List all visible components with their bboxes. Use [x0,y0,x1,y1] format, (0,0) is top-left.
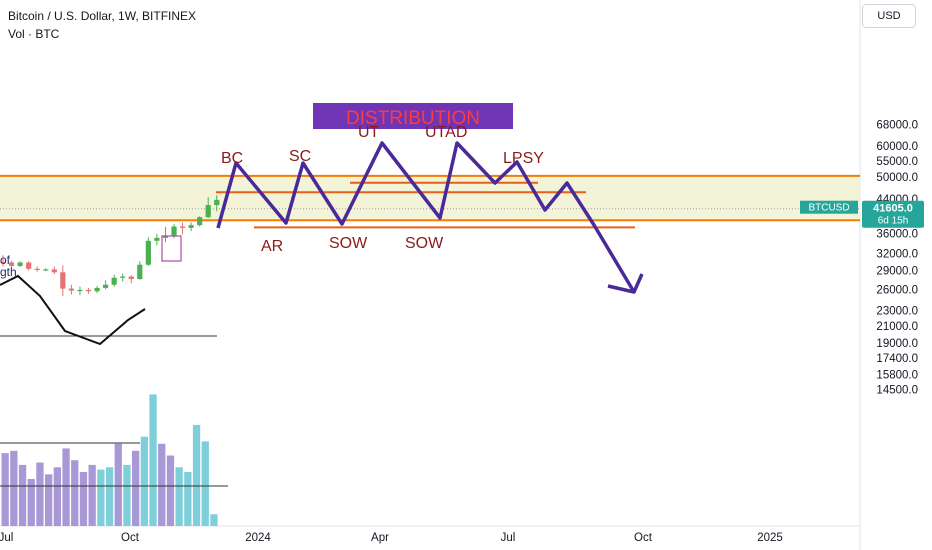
volume-indicator-label: Vol · BTC [8,27,60,41]
y-tick-label: 15800.0 [876,370,918,382]
swing-path [0,274,146,346]
volume-bar [184,471,192,526]
last-price-tag [862,200,924,228]
candle-body [197,217,203,226]
volume-bar [175,467,183,526]
x-tick-label: 2025 [757,532,783,544]
volume-bar [10,450,18,526]
candle-body [68,288,74,291]
y-tick-label: 23000.0 [876,305,918,317]
candle-body [145,240,151,265]
candle-body [137,264,143,280]
y-tick-label: 14500.0 [876,384,918,396]
volume-bar [88,464,96,526]
candle-body [154,237,160,241]
candle-body [26,262,32,269]
volume-bar [132,450,140,526]
candle-body [188,225,194,228]
candle-body [8,262,15,266]
candle-body [214,199,220,206]
volume-bar [18,464,27,526]
wyckoff-label-ar: AR [261,238,283,255]
x-tick-label: Oct [121,532,140,544]
x-tick-label: Oct [634,532,653,544]
symbol-tag-label: BTCUSD [808,203,849,214]
y-tick-label: 29000.0 [876,266,918,278]
wyckoff-path [216,141,636,293]
volume-bar [27,479,35,526]
y-tick-label: 68000.0 [876,120,918,132]
candle-body [94,287,100,292]
candle-body [77,289,83,292]
chart-title: Bitcoin / U.S. Dollar, 1W, BITFINEX [8,9,197,23]
volume-bar [114,443,122,526]
symbol-tag [800,200,858,214]
candle-body [34,268,40,270]
y-tick-label: 50000.0 [876,172,918,184]
x-tick-label: Apr [371,532,389,544]
volume-bar [71,460,79,526]
volume-bar [192,424,201,526]
candle-body [162,235,169,238]
y-tick-label: 17400.0 [876,353,918,365]
volume-bar [201,441,209,526]
candle-body [17,262,23,266]
volume-bar [158,443,166,526]
distribution-label: DISTRIBUTION [346,108,480,129]
volume-bar [123,464,131,526]
y-tick-label: 60000.0 [876,141,918,153]
x-tick-label: Jul [501,532,516,544]
volume-bar [1,453,9,526]
distribution-label-bg [313,103,513,129]
partial-label: of [0,253,11,267]
wyckoff-label-sc: SC [289,148,311,165]
volume-bar [166,455,175,526]
wyckoff-label-sow: SOW [329,235,368,252]
candle-body [128,276,134,280]
y-tick-label: 55000.0 [876,156,918,168]
candle-body [205,205,211,218]
bar-countdown: 6d 15h [878,216,909,227]
candle-body [51,269,57,273]
candle-body [171,226,177,236]
y-tick-label: 26000.0 [876,284,918,296]
volume-bar [140,436,148,526]
partial-label: gth [0,265,17,279]
volume-bar [79,471,88,526]
x-tick-label: 2024 [245,532,271,544]
volume-bar [53,467,61,526]
volume-bar [45,474,53,526]
volume-bar [97,469,105,526]
wyckoff-label-ut: UT [358,124,380,141]
wyckoff-label-sow: SOW [405,235,444,252]
highlight-box [161,235,182,262]
volume-bar [149,394,157,526]
wyckoff-label-bc: BC [221,150,243,167]
candle-body [0,261,6,264]
last-price-value: 41605.0 [873,203,913,215]
wyckoff-label-lpsy: LPSY [503,150,544,167]
x-tick-label: Jul [0,532,13,544]
candle-body [103,284,109,288]
y-tick-label: 36000.0 [876,229,918,241]
wyckoff-label-utad: UTAD [425,124,467,141]
y-tick-label: 19000.0 [876,338,918,350]
y-tick-label: 21000.0 [876,321,918,333]
down-arrow-icon [607,273,644,294]
candle-body [43,269,49,271]
volume-bar [105,467,114,526]
candle-body [60,272,66,289]
candle-body [85,289,92,292]
y-tick-label: 32000.0 [876,249,918,261]
currency-button[interactable]: USD [862,4,916,28]
volume-bar [36,462,44,526]
candle-body [111,277,117,285]
candle-body [120,276,126,278]
candle-body [179,226,186,228]
volume-bar [62,448,70,526]
volume-bar [210,514,218,526]
